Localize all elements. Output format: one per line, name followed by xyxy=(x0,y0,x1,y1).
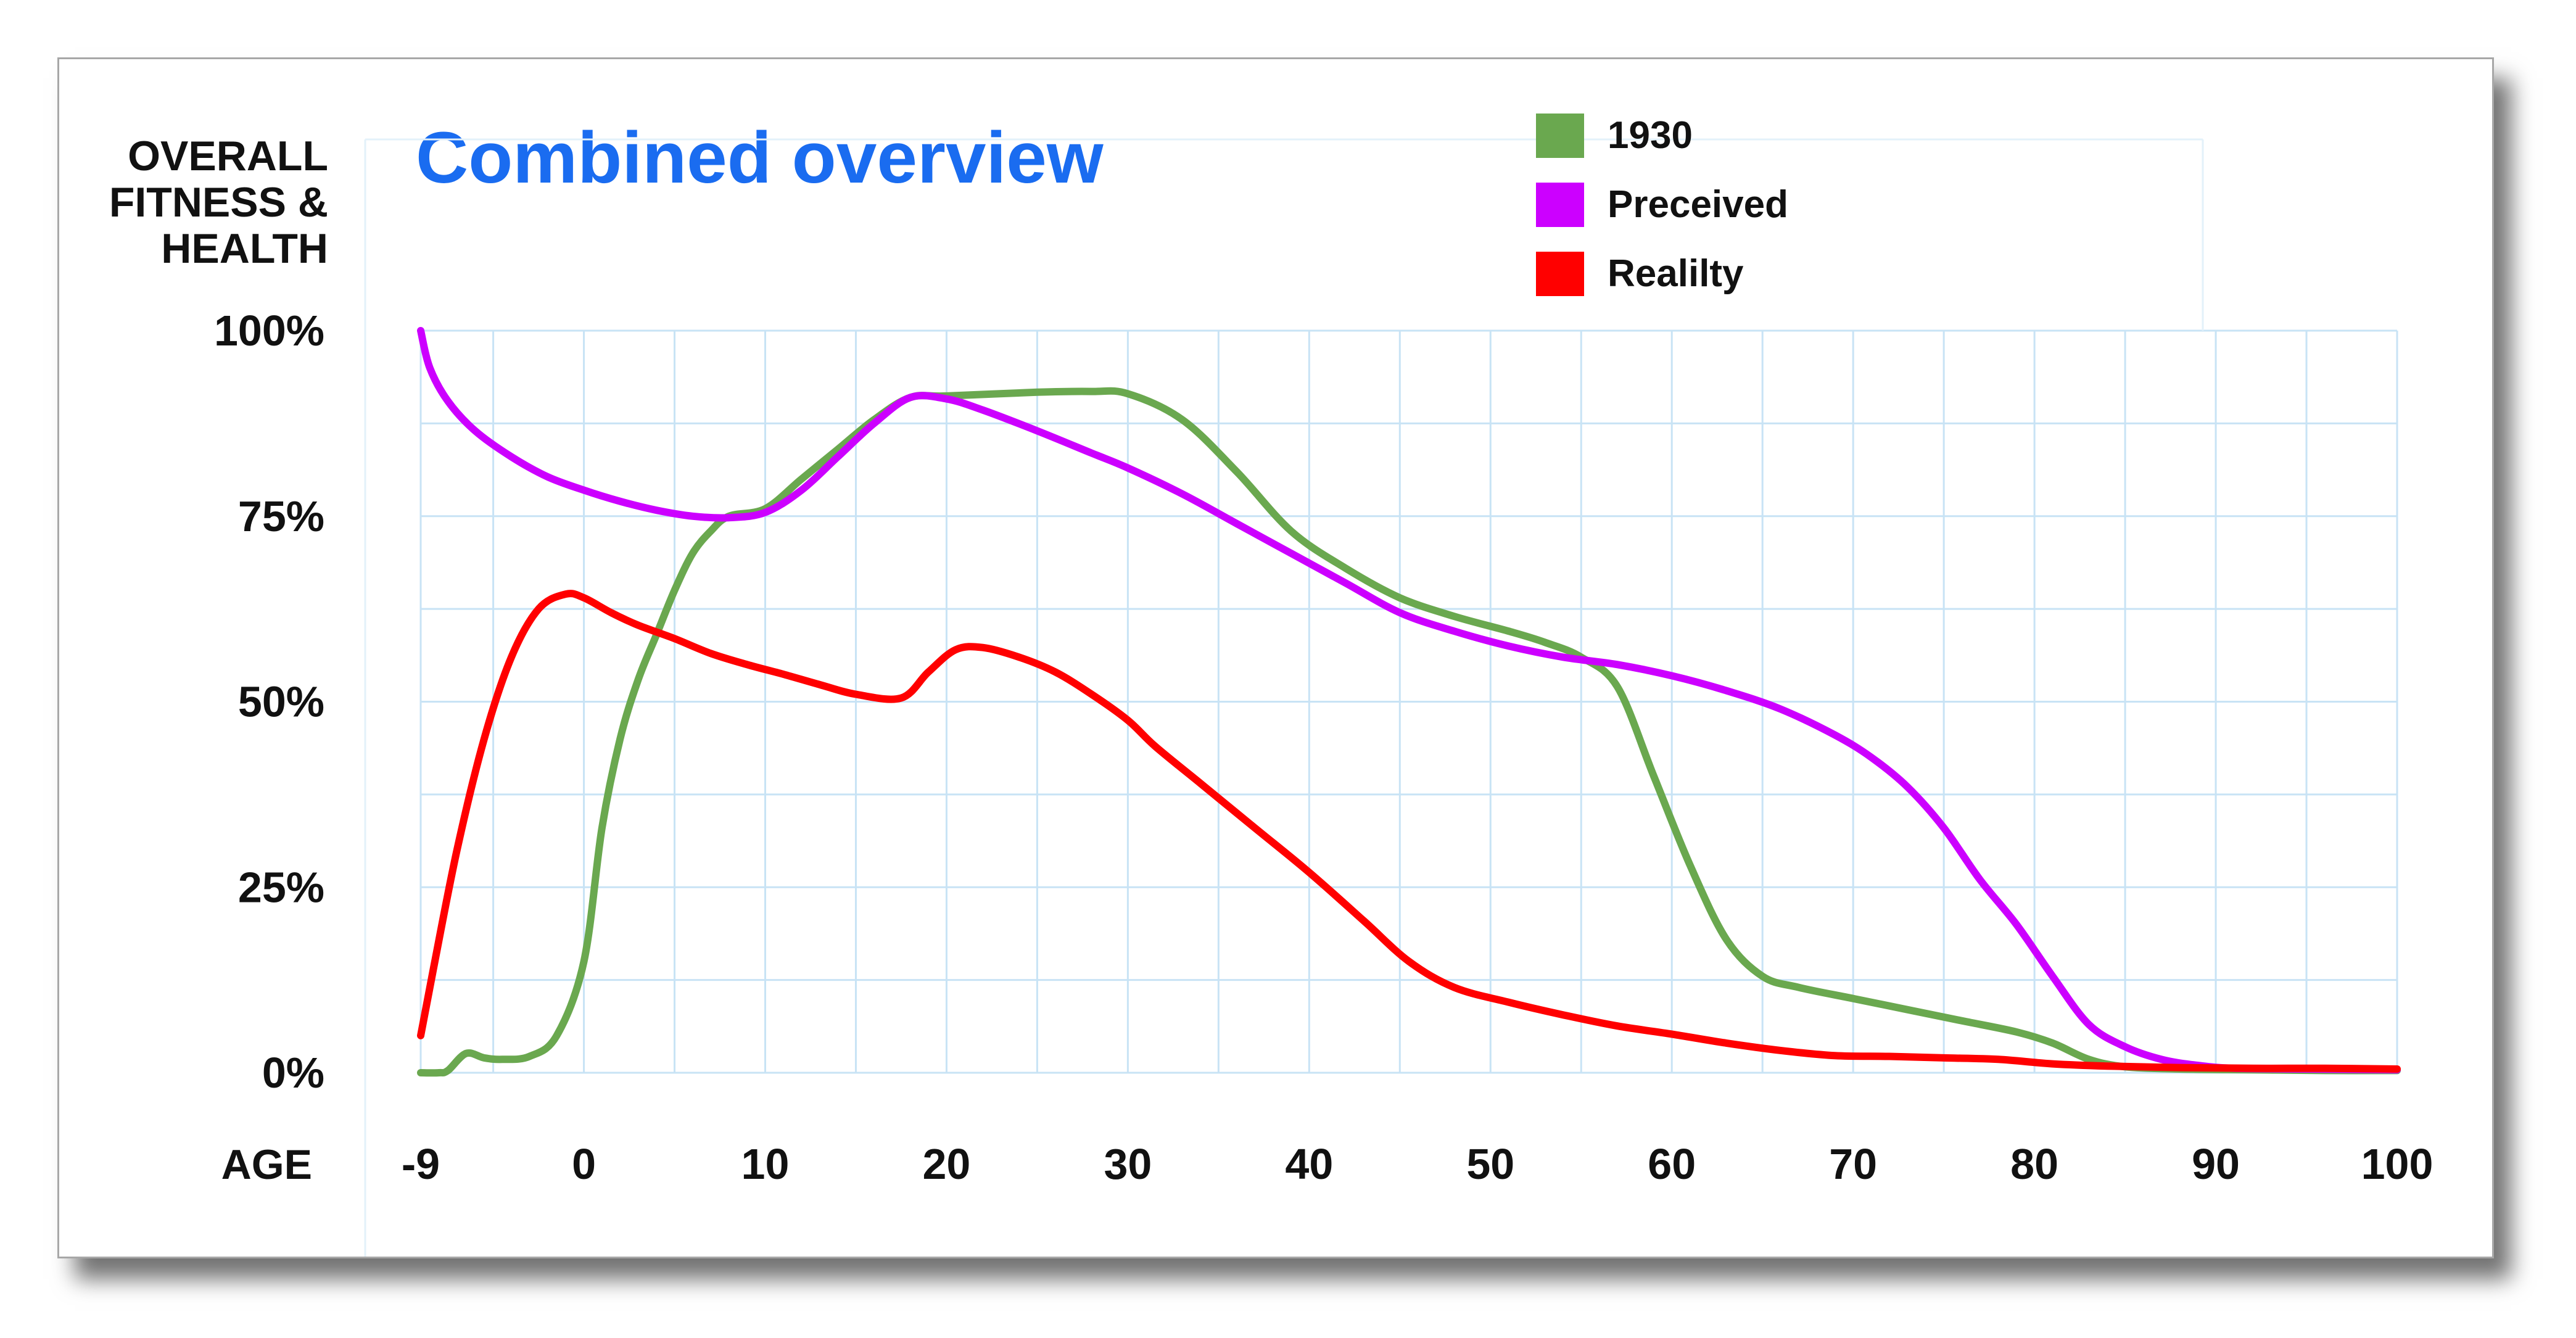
y-axis-label-line: HEALTH xyxy=(161,225,328,272)
y-tick-label: 50% xyxy=(238,678,324,726)
series-line-1930 xyxy=(417,387,2401,1077)
x-tick-label: 100 xyxy=(2361,1140,2434,1188)
x-tick-label: 70 xyxy=(1829,1140,1877,1188)
y-tick-label: 0% xyxy=(262,1049,324,1097)
chart-title: Combined overview xyxy=(416,117,1104,199)
grid xyxy=(364,138,2398,1257)
legend-label-preceived: Preceived xyxy=(1608,183,1788,226)
x-tick-label: 60 xyxy=(1648,1140,1696,1188)
chart-svg: Combined overview OVERALL FITNESS & HEAL… xyxy=(109,114,2434,1257)
y-axis-label-line: OVERALL xyxy=(128,133,328,180)
y-tick-label: 25% xyxy=(238,863,324,911)
x-tick-labels: -9 0 10 20 30 40 50 60 70 80 90 100 xyxy=(402,1140,2434,1188)
legend-label-1930: 1930 xyxy=(1608,114,1693,157)
y-tick-label: 75% xyxy=(238,492,324,540)
y-axis-label: OVERALL FITNESS & HEALTH xyxy=(109,133,328,272)
series-layer xyxy=(417,327,2401,1077)
y-tick-labels: 0% 25% 50% 75% 100% xyxy=(214,307,324,1097)
x-tick-label: 40 xyxy=(1285,1140,1333,1188)
x-tick-label: 80 xyxy=(2010,1140,2058,1188)
x-tick-label: 30 xyxy=(1104,1140,1152,1188)
series-line-realilty xyxy=(417,590,2401,1073)
legend-swatch-realilty xyxy=(1536,252,1584,296)
legend-swatch-1930 xyxy=(1536,114,1584,158)
series-line-preceived xyxy=(417,327,2401,1074)
legend-swatch-preceived xyxy=(1536,183,1584,227)
x-tick-label: -9 xyxy=(402,1140,440,1188)
legend-label-realilty: Realilty xyxy=(1608,252,1744,295)
x-tick-label: 90 xyxy=(2192,1140,2240,1188)
x-tick-label: 50 xyxy=(1466,1140,1514,1188)
x-tick-label: 10 xyxy=(741,1140,790,1188)
x-axis-label: AGE xyxy=(221,1141,312,1188)
x-tick-label: 20 xyxy=(923,1140,971,1188)
legend: 1930 Preceived Realilty xyxy=(1536,114,1788,296)
y-tick-label: 100% xyxy=(214,307,324,355)
y-axis-label-line: FITNESS & xyxy=(109,179,328,226)
x-tick-label: 0 xyxy=(572,1140,596,1188)
chart-card: Combined overview OVERALL FITNESS & HEAL… xyxy=(57,57,2494,1258)
